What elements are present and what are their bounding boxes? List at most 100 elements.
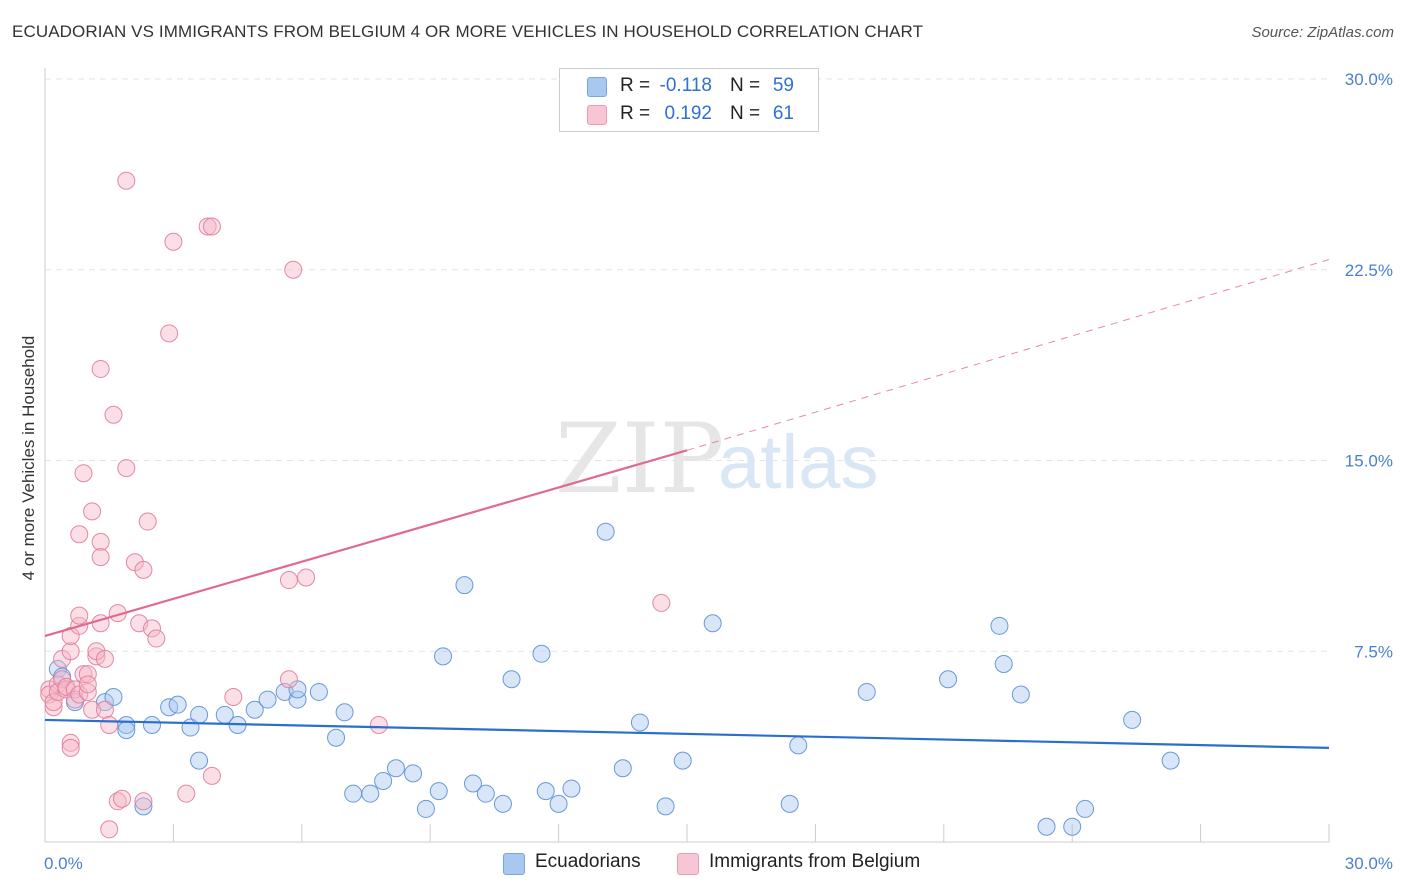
trend-lines bbox=[44, 259, 1330, 749]
ecuadorian-point bbox=[789, 736, 808, 755]
legend-row-ecuadorians: R = -0.118 N = 59 bbox=[560, 73, 818, 101]
belgium-trend-line bbox=[44, 449, 688, 638]
belgium-point bbox=[44, 698, 63, 717]
ecuadorian-point bbox=[190, 751, 209, 770]
ecuadorian-point bbox=[1063, 817, 1082, 836]
belgium-point bbox=[74, 665, 93, 684]
legend-label-ecuadorians: Ecuadorians bbox=[535, 851, 641, 872]
belgium-point bbox=[83, 502, 102, 521]
ecuadorian-point bbox=[532, 644, 551, 663]
y-tick-label: 30.0% bbox=[1345, 70, 1393, 89]
ecuadorian-point bbox=[404, 764, 423, 783]
ecuadorian-point bbox=[361, 784, 380, 803]
belgium-point bbox=[198, 217, 217, 236]
belgium-point bbox=[44, 693, 63, 712]
belgium-point bbox=[70, 525, 89, 544]
belgium-point bbox=[91, 532, 110, 551]
chart-title: ECUADORIAN VS IMMIGRANTS FROM BELGIUM 4 … bbox=[12, 22, 924, 41]
legend-n-value: 59 bbox=[772, 75, 794, 96]
ecuadorian-point bbox=[703, 614, 722, 633]
x-tick-label: 30.0% bbox=[1345, 854, 1393, 873]
ecuadorian-point bbox=[309, 682, 328, 701]
belgium-point bbox=[279, 571, 298, 590]
tick-labels: 7.5% 15.0% 22.5% 30.0% 0.0% 30.0% bbox=[44, 70, 1393, 873]
ecuadorian-point bbox=[1123, 710, 1142, 729]
legend-swatch-ecuadorians bbox=[503, 853, 525, 875]
belgium-point bbox=[78, 675, 97, 694]
belgium-point bbox=[95, 700, 114, 719]
ecuadorian-point bbox=[434, 647, 453, 666]
belgium-point bbox=[100, 716, 119, 735]
ecuadorian-point bbox=[673, 751, 692, 770]
ecuadorians-points bbox=[48, 522, 1180, 836]
ecuadorian-point bbox=[536, 782, 555, 801]
legend-r-value: -0.118 bbox=[659, 75, 712, 96]
legend-n-label: N = bbox=[730, 103, 761, 124]
belgium-point bbox=[284, 260, 303, 279]
belgium-point bbox=[279, 670, 298, 689]
legend-swatch-belgium bbox=[587, 105, 607, 125]
watermark-zip: ZIP bbox=[555, 403, 724, 515]
ecuadorian-point bbox=[327, 728, 346, 747]
belgium-point bbox=[138, 512, 157, 531]
ecuadorian-point bbox=[1037, 817, 1056, 836]
legend-row-belgium: R = 0.192 N = 61 bbox=[560, 101, 818, 129]
y-tick-label: 22.5% bbox=[1345, 261, 1393, 280]
ecuadorian-point bbox=[1076, 799, 1095, 818]
belgium-points bbox=[40, 171, 671, 839]
legend-label-belgium: Immigrants from Belgium bbox=[709, 851, 921, 872]
belgium-point bbox=[78, 665, 97, 684]
ecuadorian-point bbox=[190, 705, 209, 724]
ecuadorian-point bbox=[596, 522, 615, 541]
ecuadorian-point bbox=[1161, 751, 1180, 770]
belgium-point bbox=[134, 792, 153, 811]
ecuadorian-point bbox=[939, 670, 958, 689]
y-axis-label: 4 or more Vehicles in Household bbox=[19, 336, 38, 581]
ecuadorian-point bbox=[134, 797, 153, 816]
ecuadorians-trend-line bbox=[44, 718, 1330, 749]
ecuadorian-point bbox=[990, 616, 1009, 635]
belgium-point bbox=[117, 171, 136, 190]
belgium-point bbox=[652, 593, 671, 612]
ecuadorian-point bbox=[502, 670, 521, 689]
ecuadorian-point bbox=[780, 794, 799, 813]
belgium-point bbox=[297, 568, 316, 587]
belgium-point bbox=[143, 619, 161, 638]
belgium-point bbox=[177, 784, 196, 803]
ecuadorian-point bbox=[344, 784, 363, 803]
ecuadorian-point bbox=[549, 794, 568, 813]
ecuadorian-point bbox=[245, 700, 264, 719]
ecuadorian-point bbox=[994, 654, 1013, 673]
watermark-atlas: atlas bbox=[718, 420, 879, 505]
belgium-point bbox=[95, 649, 114, 668]
ecuadorian-point bbox=[288, 690, 307, 709]
belgium-point bbox=[202, 217, 221, 236]
ecuadorian-point bbox=[429, 782, 448, 801]
belgium-point bbox=[117, 459, 136, 478]
ecuadorian-point bbox=[630, 713, 649, 732]
legend-swatch-ecuadorians bbox=[587, 77, 607, 97]
watermark: ZIP atlas bbox=[555, 403, 879, 515]
ecuadorian-point bbox=[386, 759, 405, 778]
belgium-point bbox=[61, 738, 80, 757]
ecuadorian-point bbox=[613, 759, 632, 778]
axes bbox=[44, 68, 1330, 843]
ecuadorian-point bbox=[455, 576, 474, 595]
ecuadorian-point bbox=[562, 779, 581, 798]
ecuadorian-point bbox=[335, 703, 354, 722]
belgium-point bbox=[78, 682, 97, 701]
ecuadorian-point bbox=[493, 794, 512, 813]
belgium-point bbox=[91, 359, 110, 378]
belgium-point bbox=[74, 464, 93, 483]
legend-n-label: N = bbox=[730, 75, 761, 96]
ecuadorian-point bbox=[143, 716, 161, 735]
y-tick-label: 7.5% bbox=[1354, 642, 1393, 661]
legend-r-label: R = bbox=[620, 75, 651, 96]
ecuadorian-point bbox=[258, 690, 277, 709]
x-tick-label: 0.0% bbox=[44, 854, 83, 873]
legend-r-value: 0.192 bbox=[664, 103, 712, 124]
belgium-point bbox=[202, 766, 221, 785]
ecuadorian-point bbox=[374, 771, 393, 790]
belgium-point bbox=[91, 548, 110, 567]
